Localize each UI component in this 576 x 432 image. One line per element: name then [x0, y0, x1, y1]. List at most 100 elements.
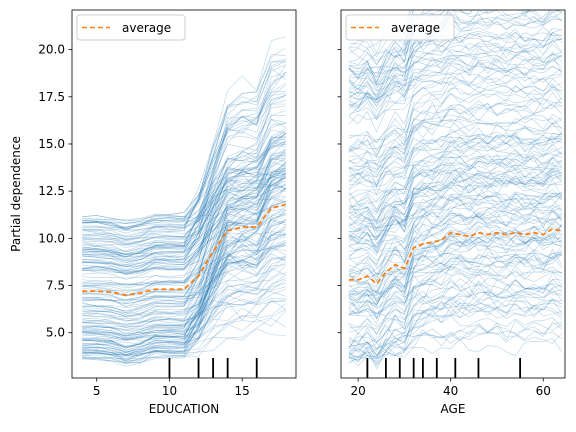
ice-curve	[82, 123, 286, 246]
ice-curve	[348, 97, 562, 167]
ice-curve	[82, 61, 286, 241]
ice-curve	[82, 136, 286, 229]
ice-curve	[348, 239, 562, 292]
ice-curve	[82, 196, 286, 267]
x-axis-label-education: EDUCATION	[149, 402, 220, 416]
ice-curve	[348, 125, 562, 196]
ice-curve	[82, 47, 286, 245]
x-tick-label: 10	[162, 384, 177, 398]
ice-curve	[348, 146, 562, 231]
y-tick-label: 17.5	[38, 90, 65, 104]
ice-curve	[82, 157, 286, 240]
ice-curve	[348, 277, 562, 315]
ice-curve	[82, 149, 286, 308]
ice-curve	[82, 178, 286, 364]
ice-curve	[82, 177, 286, 322]
ice-curve	[348, 287, 562, 363]
ice-curve	[348, 192, 562, 230]
ice-curve	[82, 119, 286, 253]
ice-curve	[348, 148, 562, 178]
ice-curve	[82, 258, 286, 359]
ice-curve	[82, 300, 286, 348]
ice-curve	[348, 207, 563, 307]
ice-curve	[348, 223, 563, 302]
ice-curve	[82, 225, 286, 361]
ice-curve	[348, 246, 562, 297]
ice-curve	[82, 36, 286, 230]
ice-curve	[348, 278, 562, 347]
ice-curve	[348, 249, 563, 320]
ice-curve	[348, 156, 562, 248]
ice-curve	[82, 220, 286, 255]
ice-curve	[348, 190, 562, 239]
ice-curve	[348, 287, 562, 312]
ice-curves-education	[82, 36, 287, 367]
ice-curve	[348, 10, 537, 87]
decile-marks-age	[366, 358, 522, 378]
ice-curve	[348, 167, 562, 223]
ice-curve	[348, 192, 562, 278]
ice-curve	[348, 63, 562, 97]
ice-curve	[82, 232, 286, 297]
legend-frame	[76, 14, 186, 41]
ice-curve	[82, 138, 286, 255]
ice-curve	[348, 102, 562, 178]
ice-curve	[348, 10, 562, 100]
ice-curve	[82, 95, 286, 222]
ice-curve	[82, 130, 286, 315]
ice-curve	[82, 310, 287, 345]
ice-curve	[82, 212, 286, 348]
ice-curve	[348, 198, 563, 266]
ice-curve	[82, 72, 286, 261]
ice-curve	[82, 247, 286, 286]
ice-curve	[82, 134, 286, 287]
ice-curve	[348, 160, 562, 200]
ice-curve	[348, 157, 562, 190]
ice-curve	[82, 206, 286, 328]
ice-curve	[82, 295, 286, 328]
ice-curve	[348, 174, 562, 247]
ice-curve	[82, 185, 286, 246]
ice-curve	[348, 179, 562, 222]
ice-curve	[82, 286, 286, 322]
ice-curve	[82, 100, 286, 296]
ice-curve	[348, 133, 563, 187]
ice-curve	[348, 152, 562, 254]
ice-curve	[348, 14, 562, 106]
decile-marks-education	[168, 358, 258, 378]
ice-curve	[82, 163, 287, 255]
legend-frame	[345, 14, 455, 41]
ice-curve	[348, 248, 563, 360]
ice-curve	[82, 183, 286, 273]
ice-curve	[82, 243, 286, 317]
ice-curve	[348, 43, 563, 110]
ice-curve	[82, 75, 286, 270]
ice-curve	[82, 214, 286, 337]
ice-curve	[348, 330, 563, 356]
ice-curve	[82, 219, 286, 339]
x-axis-label-age: AGE	[441, 402, 466, 416]
ice-curve	[82, 157, 286, 274]
ice-curve	[82, 145, 286, 228]
ice-curve	[82, 67, 286, 256]
legend-average-label: average	[122, 21, 171, 35]
y-tick-label: 10.0	[38, 231, 65, 245]
ice-curve	[82, 157, 286, 349]
ice-curve	[82, 177, 286, 356]
ice-curve	[348, 232, 562, 319]
y-tick-label: 7.5	[46, 279, 65, 293]
ice-curve	[348, 83, 563, 170]
ice-curve	[82, 169, 286, 232]
ice-curve	[348, 255, 563, 348]
ice-curve	[348, 157, 562, 211]
ice-curve	[82, 229, 286, 353]
x-ticks-age: 20 40 60	[350, 378, 551, 398]
ice-curve	[348, 54, 562, 79]
ice-curve	[348, 220, 562, 276]
average-curve-education	[82, 203, 287, 296]
ice-curve	[348, 234, 562, 297]
average-line	[82, 203, 287, 296]
ice-curve	[82, 173, 286, 243]
ice-curve	[348, 31, 562, 66]
ice-curve	[348, 11, 562, 79]
